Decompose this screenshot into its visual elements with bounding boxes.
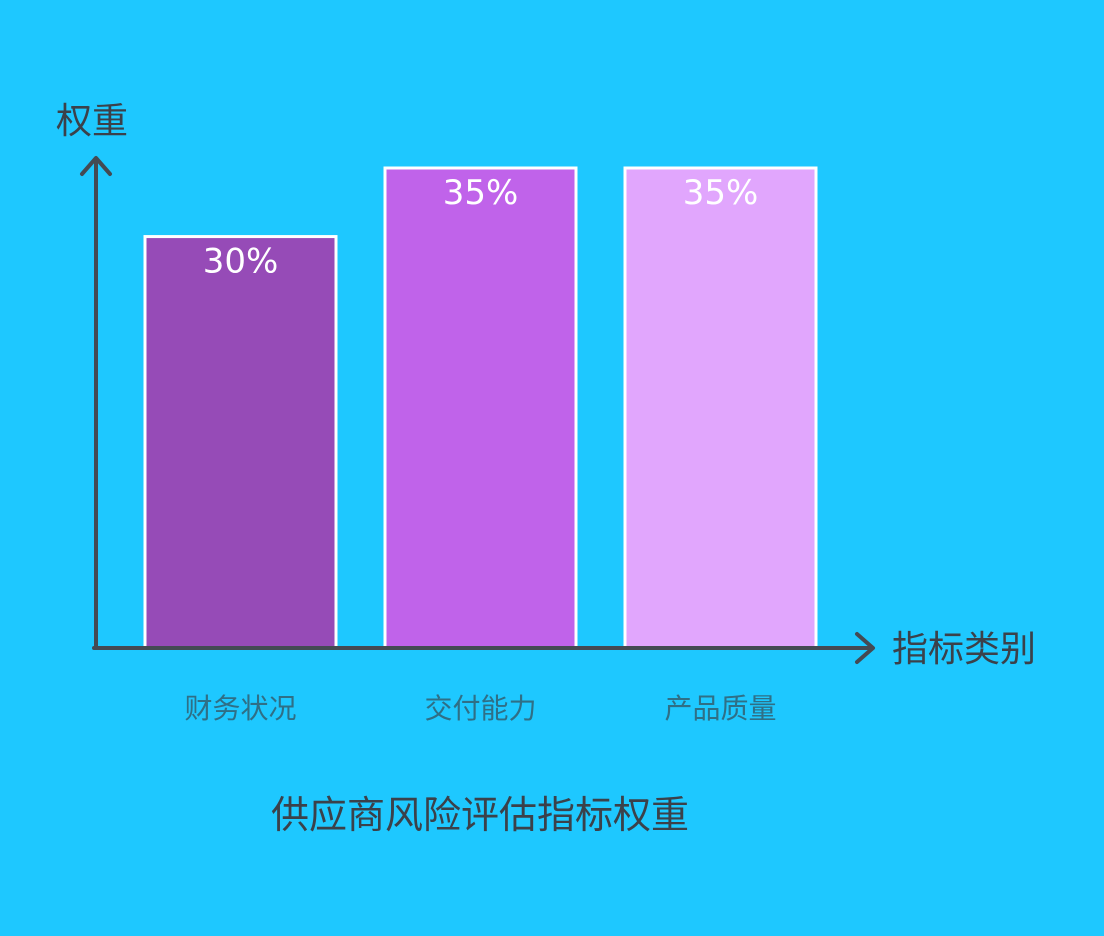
bar-1	[383, 166, 578, 650]
y-axis-label: 权重	[56, 101, 128, 142]
bar-value-label-1: 35%	[443, 173, 519, 213]
x-axis-arrow-icon	[855, 632, 875, 664]
y-axis-arrow-icon	[80, 156, 112, 176]
x-tick-label-2: 产品质量	[664, 692, 776, 725]
value-labels-layer: 30% 35% 35%	[203, 173, 759, 282]
x-tick-label-1: 交付能力	[424, 692, 536, 725]
bar-value-label-2: 35%	[683, 173, 759, 213]
bar-0	[143, 235, 338, 650]
x-axis-label: 指标类别	[892, 629, 1036, 670]
bars-layer	[143, 166, 818, 650]
bar-value-label-0: 30%	[203, 242, 279, 282]
category-labels-layer: 财务状况 交付能力 产品质量	[184, 692, 776, 725]
chart-title: 供应商风险评估指标权重	[271, 793, 689, 837]
bar-2	[623, 166, 818, 650]
x-tick-label-0: 财务状况	[184, 692, 296, 725]
